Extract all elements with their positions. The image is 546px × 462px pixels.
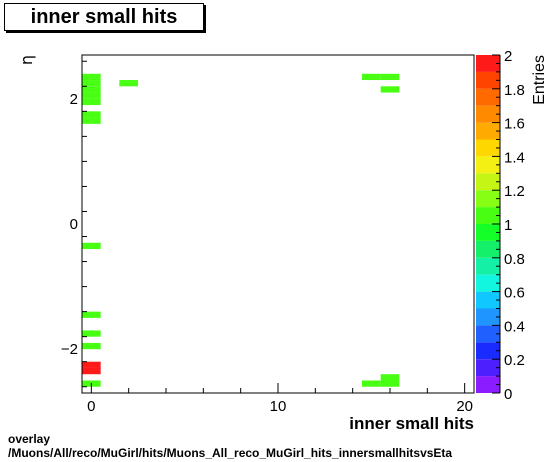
palette-swatch — [476, 173, 500, 191]
heatmap-cell — [82, 361, 101, 368]
heatmap-cell — [82, 98, 101, 106]
palette-swatch — [476, 88, 500, 106]
z-axis-label: Entries — [531, 55, 546, 105]
heatmap-plot: 0 10 20 −2 0 2 0 0.2 0.4 0.6 0.8 1 1.2 1.4 1.6 1.8 2 in… — [17, 48, 546, 430]
palette-tick-label: 0.6 — [504, 285, 525, 302]
histogram-title: inner small hits — [4, 3, 204, 31]
heatmap-cell — [82, 80, 101, 87]
heatmap-cell — [82, 311, 101, 318]
x-axis-label: inner small hits — [349, 414, 474, 430]
heatmap-cell — [380, 374, 400, 381]
palette-swatch — [476, 308, 500, 326]
palette-swatch — [476, 224, 500, 241]
palette-tick-label: 1.2 — [504, 183, 525, 200]
palette-tick-label: 1 — [504, 217, 512, 234]
palette-swatch — [476, 240, 500, 258]
palette-swatch — [476, 122, 500, 140]
x-tick-label: 20 — [456, 398, 473, 415]
palette-swatch — [476, 139, 500, 157]
x-tick-label: 10 — [270, 398, 287, 415]
footer-histogram-path: /Muons/All/reco/MuGirl/hits/Muons_All_re… — [8, 446, 453, 460]
x-tick-label: 0 — [87, 398, 95, 415]
heatmap-cell — [82, 86, 101, 93]
palette-tick-label: 0.4 — [504, 318, 525, 335]
palette-swatch — [476, 376, 500, 393]
palette-swatch — [476, 291, 500, 309]
palette-swatch — [476, 71, 500, 89]
palette-tick-label: 0.2 — [504, 352, 525, 369]
palette-tick-label: 1.6 — [504, 116, 525, 133]
heatmap-cell — [82, 367, 101, 375]
heatmap-cell — [380, 86, 400, 93]
palette-tick-label: 2 — [504, 48, 512, 65]
y-tick-label: 2 — [70, 91, 78, 108]
heatmap-cell — [82, 111, 101, 118]
heatmap-cell — [82, 242, 101, 250]
palette-swatch — [476, 207, 500, 224]
heatmap-cell — [380, 380, 400, 387]
palette-swatch — [476, 105, 500, 123]
palette-swatch — [476, 325, 500, 343]
palette-swatch — [476, 359, 500, 377]
palette-tick-label: 1.8 — [504, 82, 525, 99]
heatmap-cell — [82, 117, 101, 124]
palette-swatch — [476, 342, 500, 360]
heatmap-cell — [362, 380, 381, 387]
y-tick-label: −2 — [61, 341, 78, 358]
palette-swatch — [476, 190, 500, 208]
palette-swatch — [476, 257, 500, 275]
palette-tick-label: 1.4 — [504, 149, 525, 166]
footer-overlay-label: overlay — [8, 432, 51, 446]
color-palette: 0 0.2 0.4 0.6 0.8 1 1.2 1.4 1.6 1.8 2 — [476, 48, 525, 403]
heatmap-cell — [362, 73, 381, 81]
palette-tick-label: 0.8 — [504, 251, 525, 268]
heatmap-cell — [119, 80, 138, 87]
y-axis-label: η — [17, 55, 36, 65]
plot-frame — [81, 54, 475, 394]
axes: 0 10 20 −2 0 2 — [61, 60, 473, 415]
heatmap-cell — [82, 342, 101, 350]
heatmap-cell — [380, 73, 400, 81]
palette-tick-label: 0 — [504, 386, 512, 403]
palette-swatch — [476, 55, 500, 72]
heatmap-cell — [82, 73, 101, 81]
heatmap-cells — [82, 73, 400, 387]
palette-swatch — [476, 274, 500, 292]
heatmap-cell — [82, 92, 101, 99]
heatmap-cell — [82, 330, 101, 337]
y-tick-label: 0 — [70, 216, 78, 233]
palette-swatch — [476, 156, 500, 174]
